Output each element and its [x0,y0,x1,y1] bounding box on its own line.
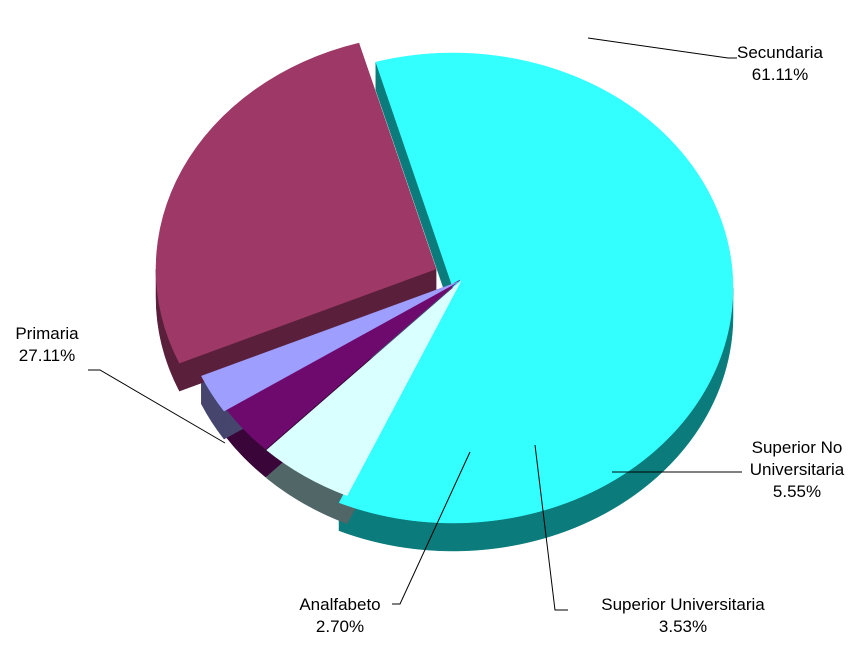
pie-slice-primaria [155,42,437,364]
slice-percent-label: 3.53% [659,617,707,636]
leader-lines [88,37,742,611]
pie-slice-superior-no-universitaria [266,280,462,497]
pie-slice-secundaria [338,52,734,524]
leader-line-0 [587,37,737,59]
slice-labels: Secundaria 61.11% Superior No Universitaria… [15,43,844,636]
leader-line-4 [88,369,226,444]
slice-percent-label: 5.55% [773,482,821,501]
slice-percent-label: 61.11% [752,65,808,84]
slice-name-label: Analfabeto [299,595,380,614]
slice-name-label: Primaria [15,324,79,343]
slice-tops [155,42,734,524]
leader-line-3 [392,451,471,605]
slice-percent-label: 27.11% [19,346,75,365]
slice-name-label: Superior No [752,438,843,457]
slice-percent-label: 2.70% [316,617,364,636]
pie-slice-analfabeto [201,281,459,412]
leader-line-2 [534,444,568,611]
slice-name-label: Secundaria [737,43,824,62]
slice-name-label: Universitaria [750,460,845,479]
slice-name-label: Superior Universitaria [601,595,765,614]
